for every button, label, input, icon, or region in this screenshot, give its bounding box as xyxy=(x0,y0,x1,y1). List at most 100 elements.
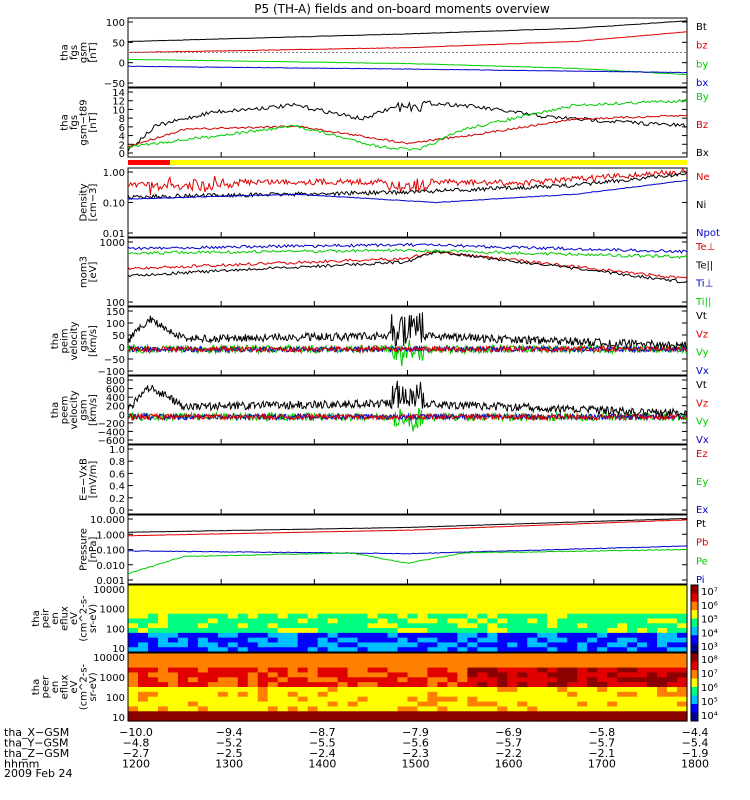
spectrogram-cell xyxy=(217,604,229,610)
spectrogram-cell xyxy=(497,653,508,659)
spectrogram-cell xyxy=(637,706,648,712)
spectrogram-cell xyxy=(427,691,439,698)
spectrogram-cell xyxy=(267,628,279,634)
spectrogram-cell xyxy=(447,696,459,703)
spectrogram-cell xyxy=(297,647,309,653)
spectrogram-cell xyxy=(637,613,648,620)
spectrogram-cell xyxy=(627,604,638,610)
spectrogram-cell xyxy=(147,667,159,674)
spectrogram-cell xyxy=(477,637,488,644)
spectrogram-cell xyxy=(347,647,359,653)
spectrogram-cell xyxy=(177,623,189,629)
spectrogram-cell xyxy=(377,647,389,653)
spectrogram-cell xyxy=(227,682,239,688)
spectrogram-cell xyxy=(647,691,658,698)
spectrogram-cell xyxy=(427,711,439,717)
y-tick-label: 6 xyxy=(119,123,125,134)
spectrogram-cell xyxy=(307,662,319,669)
spectrogram-cell xyxy=(387,599,399,605)
spectrogram-cell xyxy=(237,594,249,600)
y-axis-label: eV xyxy=(69,680,80,693)
spectrogram-cell xyxy=(257,677,269,683)
spectrogram-cell xyxy=(527,653,538,659)
spectrogram-cell xyxy=(277,716,289,722)
spectrogram-cell xyxy=(667,687,678,693)
panel-frame xyxy=(127,652,688,722)
spectrogram-cell xyxy=(477,701,488,708)
spectrogram-cell xyxy=(627,613,638,620)
colorbar-segment xyxy=(691,646,698,650)
spectrogram-cell xyxy=(137,594,149,600)
spectrogram-cell xyxy=(487,653,498,659)
spectrogram-cell xyxy=(507,637,518,644)
spectrogram-cell xyxy=(627,653,638,659)
spectrogram-cell xyxy=(327,687,339,693)
spectrogram-cell xyxy=(507,599,518,605)
spectrogram-cell xyxy=(617,701,628,708)
spectrogram-cell xyxy=(417,594,429,600)
spectrogram-cell xyxy=(227,687,239,693)
spectrogram-cell xyxy=(657,711,668,717)
spectrogram-cell xyxy=(457,653,468,659)
spectrogram-cell xyxy=(307,604,319,610)
spectrogram-cell xyxy=(537,589,548,596)
colorbar-segment xyxy=(691,715,698,719)
spectrogram-cell xyxy=(377,653,389,659)
spectrogram-cell xyxy=(587,653,598,659)
spectrogram-cell xyxy=(187,628,199,634)
spectrogram-cell xyxy=(297,642,309,648)
spectrogram-cell xyxy=(487,594,498,600)
spectrogram-cell xyxy=(607,642,618,648)
spectrogram-cell xyxy=(407,608,419,615)
spectrogram-cell xyxy=(447,594,459,600)
panel-peir_spec: thapeirenefluxeV(cm^2-s-sr-eV)1000010001… xyxy=(31,584,718,655)
spectrogram-cell xyxy=(547,657,558,664)
spectrogram-cell xyxy=(197,642,209,648)
spectrogram-cell xyxy=(287,585,299,591)
spectrogram-cell xyxy=(277,706,289,712)
spectrogram-cell xyxy=(637,672,648,678)
spectrogram-cell xyxy=(487,691,498,698)
spectrogram-cell xyxy=(527,632,538,639)
spectrogram-cell xyxy=(167,628,179,634)
spectrogram-cell xyxy=(657,647,668,653)
spectrogram-cell xyxy=(167,667,179,674)
spectrogram-cell xyxy=(237,608,249,615)
spectrogram-cell xyxy=(167,657,179,664)
spectrogram-cell xyxy=(387,706,399,712)
spectrogram-cell xyxy=(557,608,568,615)
spectrogram-cell xyxy=(307,657,319,664)
y-axis-label: Density xyxy=(79,183,90,221)
spectrogram-cell xyxy=(197,613,209,620)
spectrogram-cell xyxy=(387,687,399,693)
colorbar-segment xyxy=(691,586,698,589)
spectrogram-cell xyxy=(207,716,219,722)
spectrogram-cell xyxy=(277,647,289,653)
spectrogram-cell xyxy=(667,642,678,648)
spectrogram-cell xyxy=(547,589,558,596)
spectrogram-cell xyxy=(457,662,468,669)
spectrogram-cell xyxy=(207,701,219,708)
colorbar-segment xyxy=(691,698,698,702)
spectrogram-cell xyxy=(497,672,508,678)
spectrogram-cell xyxy=(637,662,648,669)
spectrogram-cell xyxy=(517,716,528,722)
spectrogram-cell xyxy=(167,618,179,624)
spectrogram-cell xyxy=(297,691,309,698)
spectrogram-cell xyxy=(427,682,439,688)
spectrogram-cell xyxy=(557,594,568,600)
spectrogram-cell xyxy=(257,672,269,678)
spectrogram-cell xyxy=(587,657,598,664)
spectrogram-cell xyxy=(617,647,628,653)
spectrogram-cell xyxy=(647,628,658,634)
spectrogram-cell xyxy=(597,613,608,620)
y-tick-label: 1000 xyxy=(100,673,125,684)
spectrogram-cell xyxy=(317,691,329,698)
spectrogram-cell xyxy=(397,618,409,624)
spectrogram-cell xyxy=(617,672,628,678)
spectrogram-cell xyxy=(647,594,658,600)
spectrogram-cell xyxy=(397,653,409,659)
y-axis-label: peir xyxy=(41,608,52,628)
series-Vz xyxy=(127,412,688,422)
spectrogram-cell xyxy=(377,589,389,596)
